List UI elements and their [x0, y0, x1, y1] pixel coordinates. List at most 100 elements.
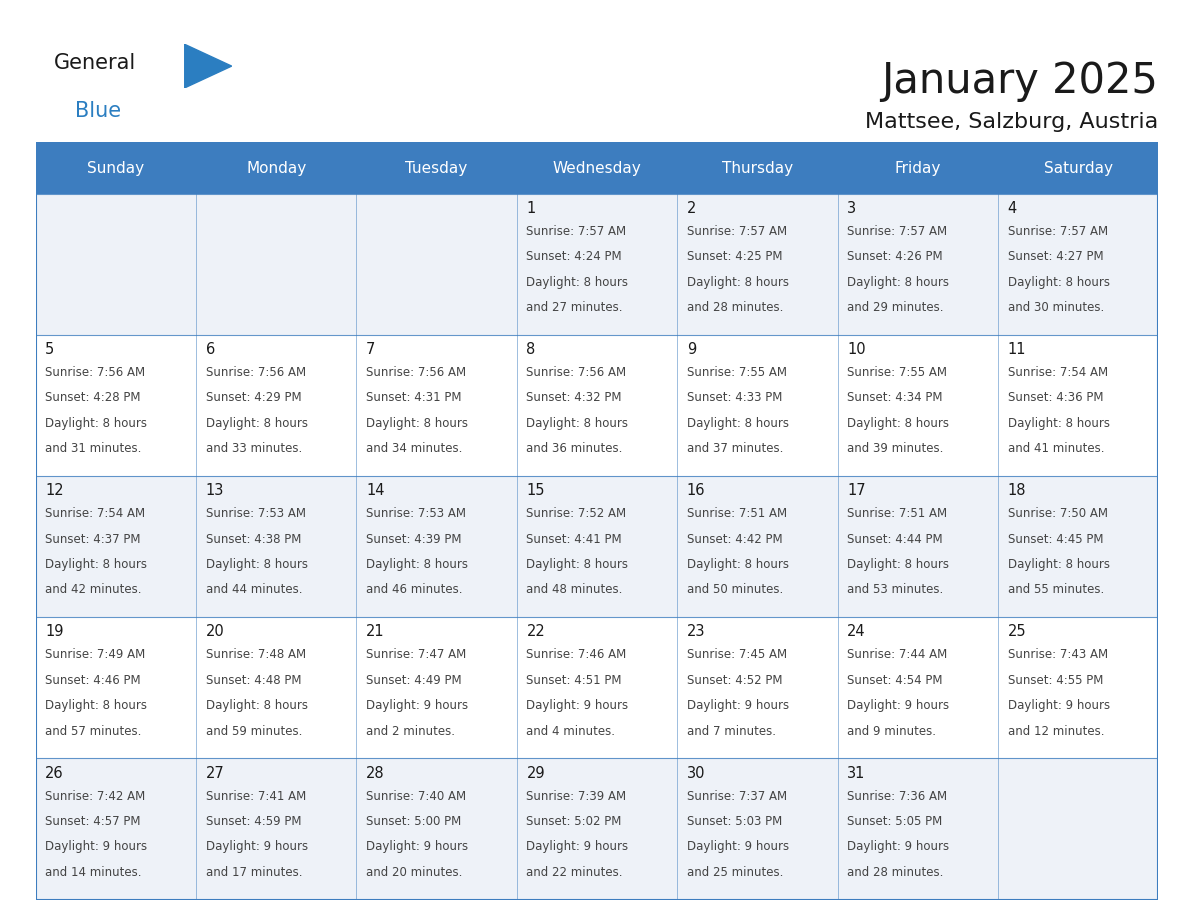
Text: Blue: Blue	[75, 101, 121, 120]
FancyBboxPatch shape	[838, 335, 998, 476]
FancyBboxPatch shape	[196, 617, 356, 758]
Text: 16: 16	[687, 483, 706, 498]
Text: Sunrise: 7:39 AM: Sunrise: 7:39 AM	[526, 789, 626, 802]
Text: Sunrise: 7:49 AM: Sunrise: 7:49 AM	[45, 648, 145, 661]
Text: 27: 27	[206, 766, 225, 780]
Text: Wednesday: Wednesday	[552, 161, 642, 175]
FancyBboxPatch shape	[517, 617, 677, 758]
FancyBboxPatch shape	[517, 335, 677, 476]
FancyBboxPatch shape	[517, 476, 677, 617]
Text: and 30 minutes.: and 30 minutes.	[1007, 301, 1104, 314]
Text: and 22 minutes.: and 22 minutes.	[526, 866, 623, 879]
Text: Sunrise: 7:53 AM: Sunrise: 7:53 AM	[366, 507, 466, 521]
Text: General: General	[53, 53, 135, 73]
Text: Daylight: 9 hours: Daylight: 9 hours	[526, 840, 628, 854]
Text: 11: 11	[1007, 342, 1026, 357]
Text: and 50 minutes.: and 50 minutes.	[687, 584, 783, 597]
Text: Sunrise: 7:57 AM: Sunrise: 7:57 AM	[687, 225, 786, 238]
Text: Sunrise: 7:52 AM: Sunrise: 7:52 AM	[526, 507, 626, 521]
Text: and 31 minutes.: and 31 minutes.	[45, 442, 141, 455]
Text: Sunset: 4:31 PM: Sunset: 4:31 PM	[366, 391, 461, 405]
Text: Sunset: 4:42 PM: Sunset: 4:42 PM	[687, 532, 783, 545]
Text: Mattsee, Salzburg, Austria: Mattsee, Salzburg, Austria	[865, 112, 1158, 132]
Text: Daylight: 8 hours: Daylight: 8 hours	[847, 275, 949, 288]
Text: January 2025: January 2025	[881, 60, 1158, 102]
Text: and 2 minutes.: and 2 minutes.	[366, 724, 455, 737]
Text: 14: 14	[366, 483, 385, 498]
Text: Sunset: 5:05 PM: Sunset: 5:05 PM	[847, 815, 942, 828]
Text: and 27 minutes.: and 27 minutes.	[526, 301, 623, 314]
Text: Daylight: 8 hours: Daylight: 8 hours	[206, 700, 308, 712]
Text: Daylight: 9 hours: Daylight: 9 hours	[45, 840, 147, 854]
Text: Sunrise: 7:56 AM: Sunrise: 7:56 AM	[206, 366, 305, 379]
Text: and 37 minutes.: and 37 minutes.	[687, 442, 783, 455]
Text: and 41 minutes.: and 41 minutes.	[1007, 442, 1104, 455]
Text: Sunset: 4:27 PM: Sunset: 4:27 PM	[1007, 251, 1104, 263]
Text: Daylight: 8 hours: Daylight: 8 hours	[847, 417, 949, 430]
Text: and 39 minutes.: and 39 minutes.	[847, 442, 943, 455]
Text: 28: 28	[366, 766, 385, 780]
FancyBboxPatch shape	[838, 476, 998, 617]
Text: Sunset: 4:59 PM: Sunset: 4:59 PM	[206, 815, 301, 828]
Text: Sunset: 4:28 PM: Sunset: 4:28 PM	[45, 391, 140, 405]
Text: Sunrise: 7:36 AM: Sunrise: 7:36 AM	[847, 789, 947, 802]
Text: Sunrise: 7:48 AM: Sunrise: 7:48 AM	[206, 648, 305, 661]
Text: Sunset: 4:48 PM: Sunset: 4:48 PM	[206, 674, 301, 687]
Text: Friday: Friday	[895, 161, 941, 175]
Text: Daylight: 8 hours: Daylight: 8 hours	[526, 558, 628, 571]
Text: Sunset: 4:52 PM: Sunset: 4:52 PM	[687, 674, 782, 687]
Text: Saturday: Saturday	[1043, 161, 1113, 175]
Text: Sunrise: 7:40 AM: Sunrise: 7:40 AM	[366, 789, 466, 802]
FancyBboxPatch shape	[356, 194, 517, 335]
Text: Sunset: 4:24 PM: Sunset: 4:24 PM	[526, 251, 623, 263]
Text: and 57 minutes.: and 57 minutes.	[45, 724, 141, 737]
Text: 10: 10	[847, 342, 866, 357]
Text: Sunrise: 7:46 AM: Sunrise: 7:46 AM	[526, 648, 626, 661]
Text: and 17 minutes.: and 17 minutes.	[206, 866, 302, 879]
Text: and 44 minutes.: and 44 minutes.	[206, 584, 302, 597]
Text: 26: 26	[45, 766, 64, 780]
FancyBboxPatch shape	[196, 194, 356, 335]
Text: and 48 minutes.: and 48 minutes.	[526, 584, 623, 597]
Text: Daylight: 8 hours: Daylight: 8 hours	[45, 558, 147, 571]
Text: Sunset: 4:38 PM: Sunset: 4:38 PM	[206, 532, 301, 545]
Text: and 33 minutes.: and 33 minutes.	[206, 442, 302, 455]
Text: 3: 3	[847, 201, 857, 216]
Text: 30: 30	[687, 766, 706, 780]
FancyBboxPatch shape	[838, 617, 998, 758]
Text: 20: 20	[206, 624, 225, 639]
FancyBboxPatch shape	[677, 758, 838, 900]
Text: Sunset: 4:55 PM: Sunset: 4:55 PM	[1007, 674, 1102, 687]
Text: 5: 5	[45, 342, 55, 357]
Text: Sunday: Sunday	[87, 161, 145, 175]
Text: Sunset: 4:26 PM: Sunset: 4:26 PM	[847, 251, 943, 263]
Text: and 55 minutes.: and 55 minutes.	[1007, 584, 1104, 597]
Text: and 36 minutes.: and 36 minutes.	[526, 442, 623, 455]
Text: Daylight: 9 hours: Daylight: 9 hours	[847, 700, 949, 712]
Text: Daylight: 9 hours: Daylight: 9 hours	[526, 700, 628, 712]
Text: and 20 minutes.: and 20 minutes.	[366, 866, 462, 879]
Text: 12: 12	[45, 483, 64, 498]
Text: Daylight: 8 hours: Daylight: 8 hours	[687, 275, 789, 288]
Text: Daylight: 9 hours: Daylight: 9 hours	[366, 700, 468, 712]
FancyBboxPatch shape	[998, 476, 1158, 617]
FancyBboxPatch shape	[196, 758, 356, 900]
Text: Sunrise: 7:54 AM: Sunrise: 7:54 AM	[1007, 366, 1107, 379]
Text: and 28 minutes.: and 28 minutes.	[687, 301, 783, 314]
Text: 29: 29	[526, 766, 545, 780]
Text: 1: 1	[526, 201, 536, 216]
Text: 21: 21	[366, 624, 385, 639]
Text: Sunset: 4:34 PM: Sunset: 4:34 PM	[847, 391, 942, 405]
FancyBboxPatch shape	[356, 758, 517, 900]
Text: Sunset: 4:39 PM: Sunset: 4:39 PM	[366, 532, 461, 545]
Text: Daylight: 8 hours: Daylight: 8 hours	[366, 417, 468, 430]
Text: Sunrise: 7:47 AM: Sunrise: 7:47 AM	[366, 648, 466, 661]
Text: Sunset: 5:02 PM: Sunset: 5:02 PM	[526, 815, 621, 828]
Text: Sunrise: 7:53 AM: Sunrise: 7:53 AM	[206, 507, 305, 521]
Text: and 59 minutes.: and 59 minutes.	[206, 724, 302, 737]
Text: and 12 minutes.: and 12 minutes.	[1007, 724, 1104, 737]
FancyBboxPatch shape	[677, 617, 838, 758]
Text: Sunrise: 7:41 AM: Sunrise: 7:41 AM	[206, 789, 305, 802]
Text: Sunrise: 7:57 AM: Sunrise: 7:57 AM	[526, 225, 626, 238]
Text: Daylight: 8 hours: Daylight: 8 hours	[206, 417, 308, 430]
